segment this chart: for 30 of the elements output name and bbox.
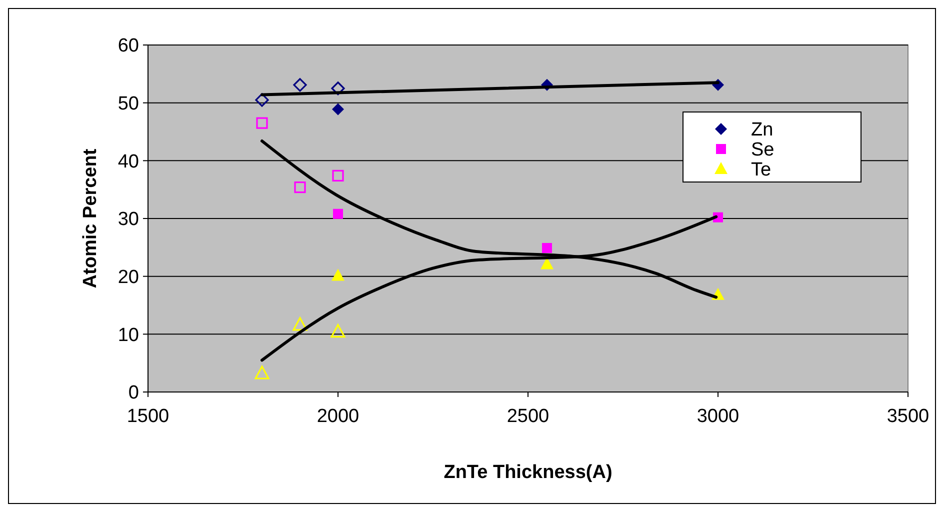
- y-tick-label: 30: [118, 209, 139, 230]
- point: [256, 117, 268, 129]
- legend-label: Zn: [751, 120, 774, 141]
- point: [294, 181, 306, 194]
- y-tick-label: 20: [118, 266, 139, 288]
- point: [331, 82, 345, 96]
- y-tick-label: 40: [118, 151, 139, 172]
- point: [293, 78, 307, 92]
- legend-label: Se: [751, 140, 774, 161]
- x-axis-title: ZnTe Thickness(A): [444, 462, 612, 483]
- x-tick-label: 1500: [126, 406, 170, 427]
- point: [330, 324, 346, 338]
- y-tick-label: 60: [118, 36, 139, 57]
- x-tick-label: 3500: [886, 406, 930, 427]
- point: [542, 242, 552, 253]
- y-axis-title: Atomic Percent: [80, 148, 101, 288]
- point: [333, 208, 343, 219]
- x-tick-label: 3000: [696, 406, 740, 427]
- legend-label: Te: [751, 160, 772, 181]
- point: [332, 268, 344, 281]
- point: [254, 366, 270, 380]
- x-tick-label: 2000: [316, 406, 360, 427]
- y-tick-label: 50: [118, 93, 139, 114]
- point: [332, 170, 344, 182]
- point: [255, 93, 269, 107]
- point: [332, 103, 344, 116]
- y-tick-label: 10: [118, 324, 139, 346]
- y-tick-label: 0: [128, 382, 139, 404]
- point: [292, 317, 308, 331]
- x-tick-label: 2500: [506, 406, 550, 427]
